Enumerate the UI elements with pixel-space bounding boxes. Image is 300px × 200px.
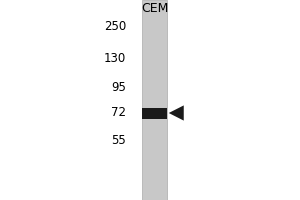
Text: CEM: CEM [141, 2, 168, 16]
Polygon shape [169, 105, 184, 121]
Text: 72: 72 [111, 106, 126, 119]
Bar [142, 108, 167, 118]
Text: 250: 250 [104, 21, 126, 33]
Text: 95: 95 [111, 81, 126, 94]
Text: 130: 130 [104, 52, 126, 66]
Bar [142, 0, 167, 200]
Text: 55: 55 [111, 134, 126, 147]
